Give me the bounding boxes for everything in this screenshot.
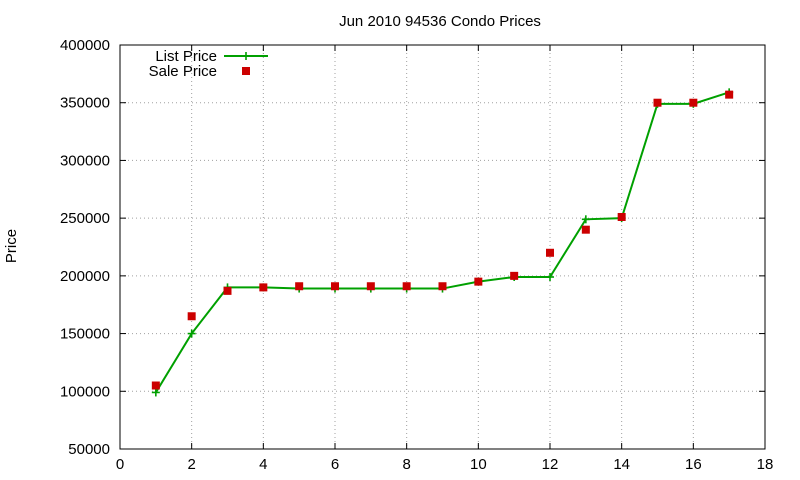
sale-price-point (689, 98, 698, 107)
x-tick-label: 12 (542, 456, 559, 473)
y-tick-label: 350000 (60, 95, 110, 112)
grid-layer (120, 45, 765, 449)
y-tick-label: 250000 (60, 210, 110, 227)
y-tick-label: 400000 (60, 37, 110, 54)
sale-price-point (617, 212, 626, 221)
y-tick-label: 300000 (60, 152, 110, 169)
sale-price-point (402, 282, 411, 291)
chart-title: Jun 2010 94536 Condo Prices (339, 13, 541, 30)
sale-price-point (653, 98, 662, 107)
legend-marker-sale-price (242, 67, 250, 75)
axis-ticks: 0 2 4 6 8 10 12 14 16 18 50000 100000 150000 200000 25… (60, 37, 773, 473)
y-tick-label: 100000 (60, 383, 110, 400)
x-tick-label: 4 (259, 456, 267, 473)
list-price-point (581, 215, 590, 224)
sale-price-point (474, 277, 483, 286)
y-tick-label: 200000 (60, 268, 110, 285)
y-tick-label: 150000 (60, 326, 110, 343)
x-tick-label: 16 (685, 456, 702, 473)
x-tick-label: 18 (757, 456, 774, 473)
x-tick-label: 0 (116, 456, 124, 473)
sale-price-point (581, 225, 590, 234)
x-tick-label: 2 (187, 456, 195, 473)
sale-price-point (151, 381, 160, 390)
plot-border (119, 44, 766, 450)
x-tick-label: 10 (470, 456, 487, 473)
sale-price-point (259, 283, 268, 292)
x-tick-label: 8 (402, 456, 410, 473)
legend-marker-list-price (242, 52, 250, 60)
sale-price-point (438, 282, 447, 291)
sale-price-point (187, 312, 196, 321)
sale-price-point (725, 90, 734, 99)
sale-price-point (331, 282, 339, 291)
list-price-point (187, 329, 196, 338)
plot-frame (119, 44, 766, 450)
series-layer (151, 88, 734, 397)
legend-label-list-price: List Price (155, 48, 217, 65)
sale-price-point (510, 271, 519, 280)
y-axis-label: Price (3, 229, 20, 263)
sale-price-point (295, 282, 304, 291)
list-price-line (154, 91, 730, 393)
legend-label-sale-price: Sale Price (149, 63, 217, 80)
y-tick-label: 50000 (68, 441, 110, 458)
list-price-point (151, 388, 160, 397)
sale-price-point (366, 282, 375, 291)
sale-price-point (223, 286, 232, 295)
x-tick-label: 6 (331, 456, 339, 473)
sale-price-point (546, 248, 554, 257)
x-tick-label: 14 (613, 456, 630, 473)
list-price-point (546, 273, 554, 282)
